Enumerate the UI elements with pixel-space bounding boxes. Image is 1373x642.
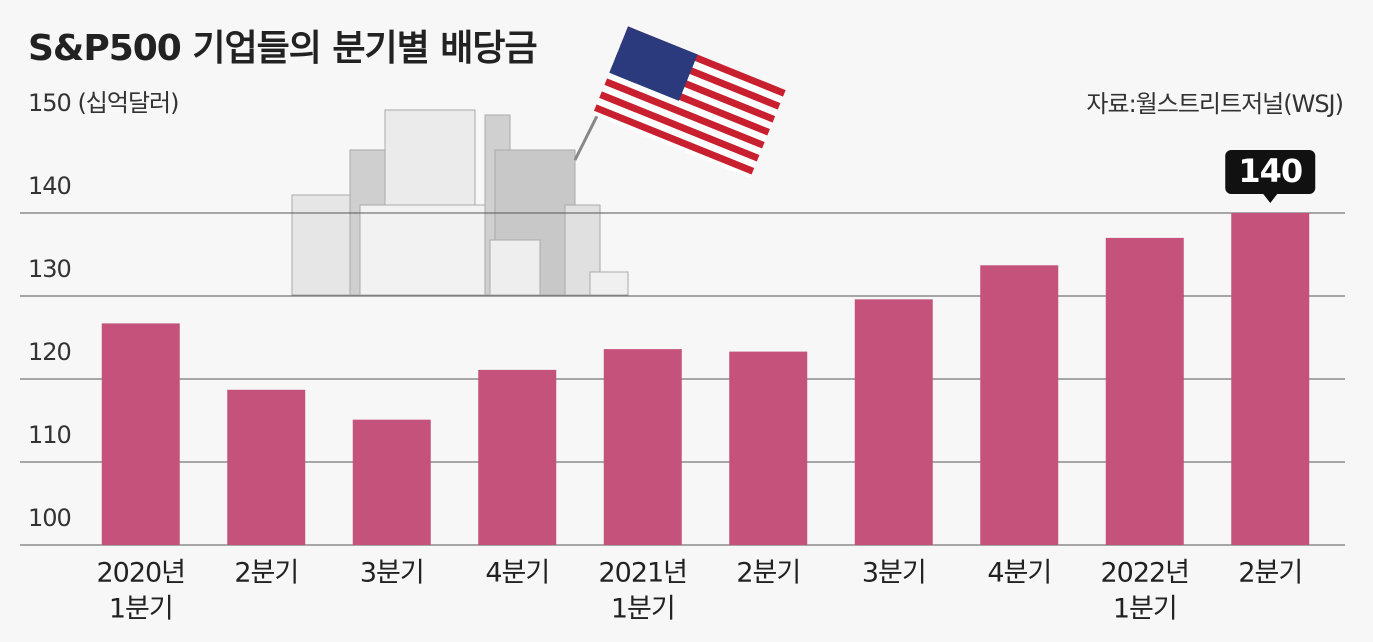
y-tick-label: 150 (십억달러): [28, 89, 178, 117]
x-tick-label: 2022년: [1100, 558, 1189, 589]
x-tick-label: 1분기: [1113, 594, 1177, 625]
x-tick-label: 1분기: [109, 594, 173, 625]
bar: [227, 390, 305, 545]
bar: [102, 323, 180, 545]
x-tick-label: 2020년: [96, 558, 185, 589]
bar: [1231, 213, 1309, 545]
bar: [604, 349, 682, 545]
x-tick-label: 2분기: [736, 558, 800, 589]
bar: [478, 370, 556, 545]
x-tick-label: 2분기: [1238, 558, 1302, 589]
chart: S&P500 기업들의 분기별 배당금 자료:월스트리트저널(WSJ) 100 1…: [0, 0, 1373, 642]
value-label: 140: [1238, 152, 1302, 190]
bar: [980, 265, 1058, 545]
x-tick-label: 1분기: [611, 594, 675, 625]
x-tick-label: 2분기: [234, 558, 298, 589]
y-tick-label: 100: [28, 504, 71, 532]
y-tick-label: 130: [28, 255, 71, 283]
bar: [353, 420, 431, 545]
chart-title: S&P500 기업들의 분기별 배당금: [28, 28, 537, 69]
y-tick-label: 120: [28, 338, 71, 366]
y-tick-label: 110: [28, 421, 71, 449]
y-tick-label: 140: [28, 172, 71, 200]
x-tick-label: 2021년: [598, 558, 687, 589]
bar: [855, 299, 933, 545]
x-tick-label: 3분기: [360, 558, 424, 589]
bar: [729, 352, 807, 545]
bar: [1106, 238, 1184, 545]
x-tick-label: 4분기: [987, 558, 1051, 589]
x-tick-label: 4분기: [485, 558, 549, 589]
source: 자료:월스트리트저널(WSJ): [1086, 90, 1343, 118]
x-tick-label: 3분기: [862, 558, 926, 589]
